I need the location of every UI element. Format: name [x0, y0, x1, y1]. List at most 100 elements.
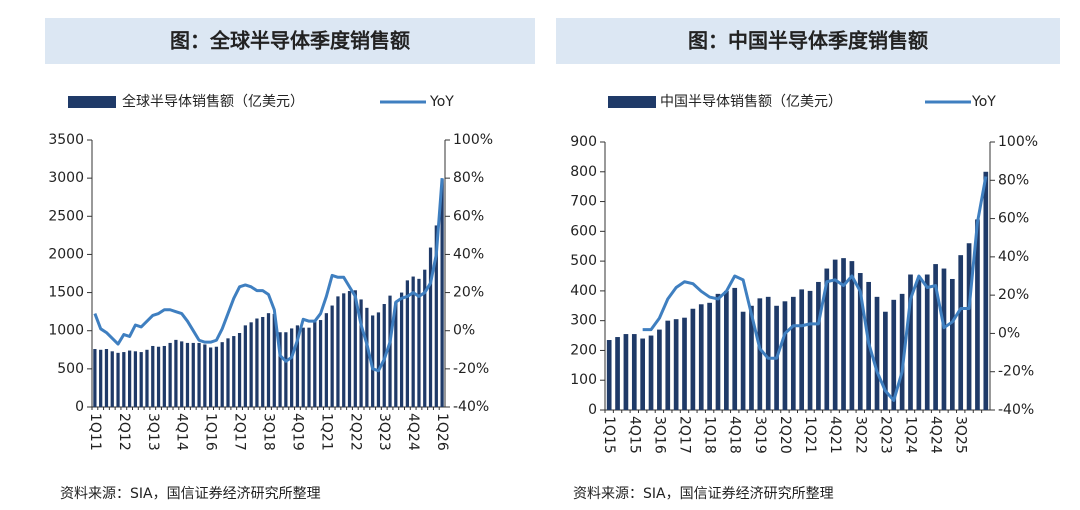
bar [162, 345, 166, 407]
legend-swatch [608, 96, 656, 108]
y-tick-label: 100 [570, 372, 597, 388]
x-tick-label: 3Q18 [261, 413, 277, 451]
bar [336, 296, 340, 407]
y-tick-label: 500 [570, 253, 597, 269]
bar [757, 298, 763, 410]
x-tick-label: 4Q18 [727, 416, 743, 454]
bar [99, 349, 103, 407]
bar [104, 349, 109, 407]
x-tick-label: 1Q21 [802, 416, 818, 454]
bar [365, 307, 369, 407]
y2-tick-label: 0% [998, 325, 1020, 341]
source-note: 资料来源：SIA，国信证券经济研究所整理 [573, 486, 834, 502]
x-tick-label: 2Q17 [677, 416, 693, 454]
bar [698, 304, 704, 410]
bar [883, 311, 888, 410]
bar [347, 291, 352, 407]
bar [93, 349, 97, 407]
bar [916, 278, 922, 410]
bar [232, 336, 236, 407]
x-tick-label: 4Q21 [827, 416, 843, 454]
bar [313, 320, 317, 407]
bar [673, 319, 679, 410]
bar [371, 315, 375, 407]
y-tick-label: 0 [588, 402, 597, 418]
bar [290, 328, 294, 407]
bar [623, 334, 629, 410]
y2-tick-label: -40% [998, 402, 1034, 418]
bar [353, 290, 357, 407]
x-tick-label: 1Q16 [203, 413, 219, 451]
x-tick-label: 1Q26 [434, 413, 450, 451]
header-background [556, 18, 1060, 64]
bar [724, 290, 729, 410]
bar [145, 349, 149, 407]
bar [272, 313, 276, 407]
x-tick-label: 1Q24 [902, 416, 918, 454]
x-tick-label: 3Q22 [852, 416, 868, 454]
bar [209, 347, 213, 407]
bar [749, 305, 754, 410]
bar [243, 325, 247, 407]
bar [417, 278, 421, 407]
bar [648, 335, 654, 410]
legend-label: 中国半导体销售额（亿美元） [660, 94, 842, 110]
bar [682, 317, 687, 410]
bar [941, 268, 947, 410]
legend-label: YoY [971, 94, 996, 110]
bar [440, 178, 444, 407]
y2-tick-label: 40% [453, 246, 484, 262]
bar [122, 352, 126, 407]
x-tick-label: 2Q12 [116, 413, 132, 451]
y-tick-label: 1500 [48, 285, 84, 301]
y-tick-label: 2000 [48, 246, 84, 262]
bar [949, 278, 955, 410]
bar [933, 264, 938, 410]
y-tick-label: 1000 [48, 323, 84, 339]
x-tick-label: 3Q16 [651, 416, 667, 454]
x-tick-label: 4Q14 [174, 413, 190, 451]
bar [707, 302, 712, 410]
bar [434, 225, 438, 407]
bar [874, 296, 880, 410]
y2-tick-label: 20% [998, 287, 1029, 303]
y2-tick-label: 100% [453, 132, 493, 148]
bar [301, 327, 305, 407]
bar [657, 329, 662, 410]
bar [615, 337, 620, 410]
bar [824, 268, 830, 410]
header-background [45, 18, 535, 64]
y2-tick-label: 0% [453, 323, 475, 339]
y-tick-label: 300 [570, 313, 597, 329]
bar [261, 316, 265, 407]
x-tick-label: 4Q15 [626, 416, 642, 454]
bar [342, 293, 346, 407]
bar [765, 296, 771, 410]
chart-title: 图：全球半导体季度销售额 [170, 29, 410, 53]
bar [168, 342, 172, 407]
bar [975, 219, 980, 410]
x-tick-label: 4Q19 [289, 413, 305, 451]
bar [924, 274, 930, 410]
bar [983, 171, 989, 410]
y-tick-label: 200 [570, 342, 597, 358]
y2-tick-label: 80% [998, 172, 1029, 188]
bar [127, 350, 132, 407]
bar [307, 327, 311, 407]
y2-tick-label: 60% [453, 208, 484, 224]
bar [790, 296, 796, 410]
bar [891, 299, 897, 410]
x-tick-label: 2Q17 [232, 413, 248, 451]
bar [665, 320, 671, 410]
bar [631, 334, 637, 410]
bar [857, 273, 863, 410]
bar [203, 344, 207, 407]
bar [191, 342, 195, 407]
bar [428, 247, 433, 407]
bar [966, 243, 972, 410]
y2-tick-label: 40% [998, 249, 1029, 265]
x-tick-label: 1Q18 [702, 416, 718, 454]
bar [156, 346, 161, 407]
bar [376, 312, 381, 407]
bar [740, 311, 746, 410]
